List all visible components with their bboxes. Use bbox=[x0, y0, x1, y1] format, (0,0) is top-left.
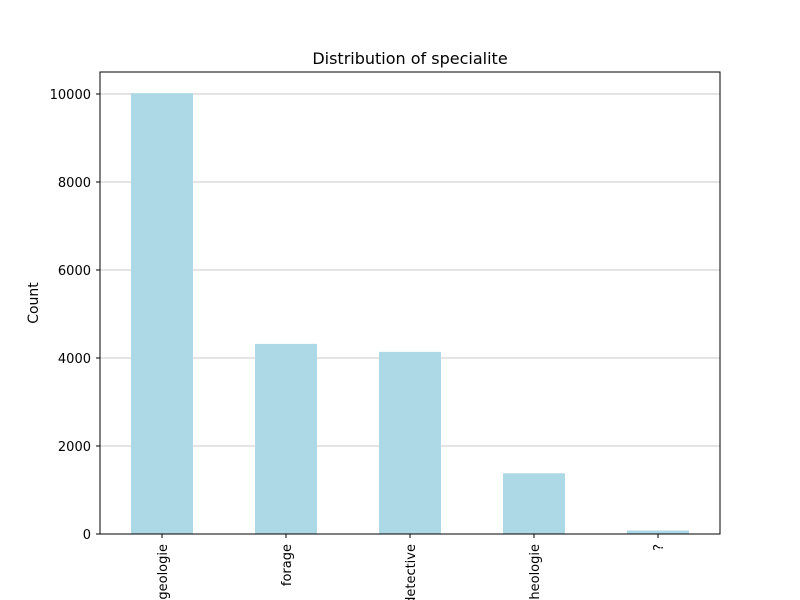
y-tick-label: 8000 bbox=[58, 176, 91, 191]
y-tick-label: 0 bbox=[83, 528, 91, 543]
x-tick-label: archeologie bbox=[528, 544, 543, 600]
plot-frame bbox=[99, 71, 721, 535]
y-tick-label: 10000 bbox=[50, 88, 91, 103]
chart-title: Distribution of specialite bbox=[312, 49, 507, 68]
y-tick-label: 2000 bbox=[58, 440, 91, 455]
bars bbox=[131, 93, 689, 535]
y-tick-label: 6000 bbox=[58, 264, 91, 279]
bar-0 bbox=[131, 93, 193, 535]
bar-1 bbox=[255, 343, 317, 534]
x-tick-label: ? bbox=[652, 544, 667, 551]
bar-3 bbox=[503, 473, 565, 534]
x-tick-label: forage bbox=[280, 544, 295, 586]
y-axis: 0 2000 4000 6000 8000 10000 bbox=[50, 88, 100, 543]
bar-4 bbox=[627, 530, 689, 534]
x-tick-label: geologie bbox=[156, 544, 171, 600]
y-axis-label: Count bbox=[26, 282, 42, 324]
x-axis: geologie forage detective archeologie? bbox=[156, 534, 667, 600]
bar-2 bbox=[379, 351, 441, 534]
y-tick-label: 4000 bbox=[58, 352, 91, 367]
x-tick-label: detective bbox=[404, 544, 419, 600]
